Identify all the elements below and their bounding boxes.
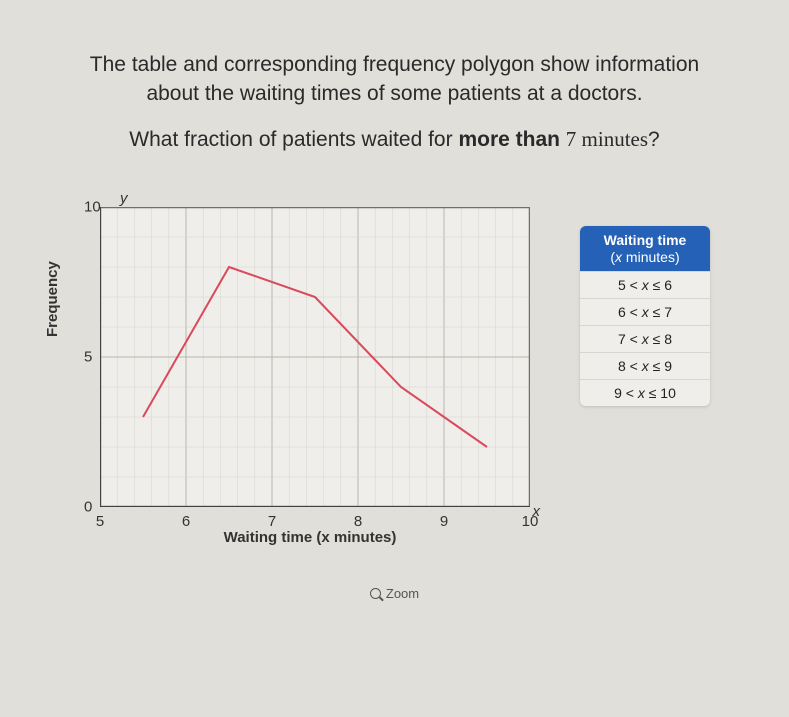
frequency-polygon-chart — [100, 207, 530, 507]
zoom-label: Zoom — [386, 586, 419, 601]
question-prefix: What fraction of patients waited for — [129, 128, 458, 151]
x-tick: 7 — [268, 513, 276, 530]
y-axis-label: Frequency — [44, 261, 61, 337]
x-tick: 5 — [96, 513, 104, 530]
table-row: 6 < x ≤ 7 — [580, 298, 710, 325]
question-suffix: ? — [648, 128, 660, 151]
intro-text-block: The table and corresponding frequency po… — [0, 0, 789, 127]
x-tick: 9 — [440, 513, 448, 530]
y-tick: 10 — [84, 198, 101, 215]
y-axis-title: y — [120, 190, 128, 207]
question-block: What fraction of patients waited for mor… — [0, 127, 789, 172]
table-row: 7 < x ≤ 8 — [580, 325, 710, 352]
table-row: 8 < x ≤ 9 — [580, 352, 710, 379]
x-tick: 8 — [354, 513, 362, 530]
question-text: What fraction of patients waited for mor… — [30, 127, 759, 152]
table-row: 9 < x ≤ 10 — [580, 379, 710, 406]
table-header-line1: Waiting time — [604, 232, 687, 248]
table-header-line2: (x minutes) — [610, 249, 679, 265]
y-tick: 5 — [84, 348, 92, 365]
zoom-icon — [370, 588, 381, 599]
y-tick: 0 — [84, 498, 92, 515]
table-header: Waiting time (x minutes) — [580, 226, 710, 272]
x-axis-label: Waiting time (x minutes) — [40, 529, 580, 546]
table-row: 5 < x ≤ 6 — [580, 271, 710, 298]
content-area: Frequency y x Waiting time (x minutes) 0… — [0, 172, 789, 582]
intro-text: The table and corresponding frequency po… — [70, 50, 719, 109]
question-bold2: 7 minutes — [566, 127, 648, 151]
question-bold1: more than — [458, 128, 560, 151]
zoom-button[interactable]: Zoom — [0, 586, 789, 601]
x-tick: 6 — [182, 513, 190, 530]
x-tick: 10 — [522, 513, 539, 530]
chart-container: Frequency y x Waiting time (x minutes) 0… — [40, 182, 580, 582]
waiting-time-table: Waiting time (x minutes) 5 < x ≤ 66 < x … — [580, 226, 710, 407]
